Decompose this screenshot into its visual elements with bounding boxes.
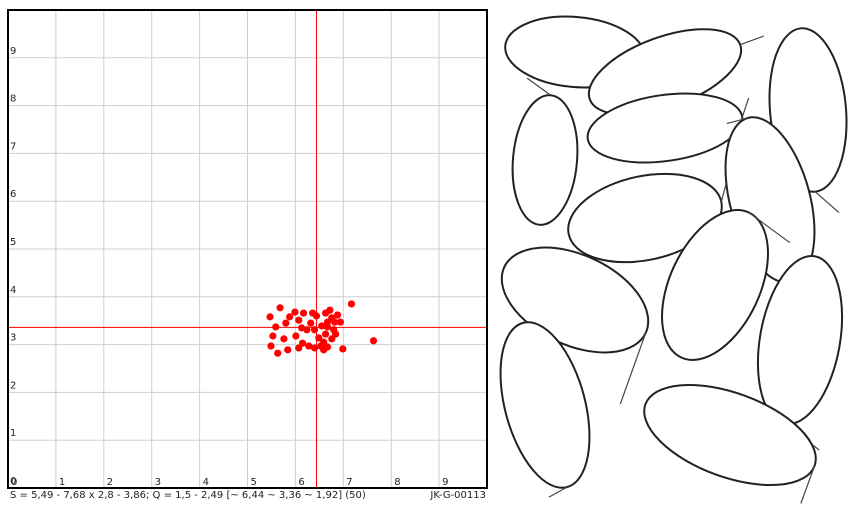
data-point	[284, 346, 292, 354]
data-point	[336, 318, 345, 326]
data-point	[298, 339, 307, 347]
caption: S = 5,49 - 7,68 x 2,8 - 3,86; Q = 1,5 - …	[10, 490, 366, 501]
data-point	[310, 326, 319, 334]
y-tick-label: 6	[10, 189, 16, 200]
x-tick-label: 8	[394, 477, 400, 488]
data-point	[305, 342, 313, 350]
data-point	[332, 330, 340, 338]
data-point	[274, 349, 282, 357]
seed-illustration	[499, 15, 848, 504]
data-point	[295, 344, 303, 352]
data-point	[276, 304, 284, 312]
y-tick-label: 0	[10, 476, 16, 487]
y-tick-label: 8	[10, 94, 16, 105]
y-tick-label: 3	[10, 333, 16, 344]
x-tick-label: 3	[155, 477, 161, 488]
x-tick-label: 0	[11, 477, 17, 488]
data-point	[347, 300, 356, 308]
y-tick-label: 9	[10, 46, 16, 57]
data-point	[266, 313, 274, 321]
data-point	[310, 344, 319, 352]
data-point	[339, 345, 347, 353]
data-point	[321, 330, 330, 338]
x-tick-label: 2	[107, 477, 113, 488]
specimen-code: JK-G-00113	[429, 490, 486, 501]
data-point	[333, 311, 342, 319]
y-tick-label: 7	[10, 141, 16, 152]
data-point	[312, 312, 321, 320]
data-point	[326, 306, 334, 314]
data-point	[292, 332, 300, 340]
plot-frame	[7, 9, 488, 489]
data-point	[369, 337, 378, 345]
data-point	[318, 322, 326, 330]
data-point	[291, 308, 299, 316]
data-point	[272, 323, 280, 331]
x-tick-label: 9	[442, 477, 448, 488]
data-point	[307, 319, 315, 327]
data-point	[282, 319, 290, 327]
data-point	[328, 335, 336, 343]
x-tick-label: 7	[346, 477, 352, 488]
data-point	[331, 318, 339, 326]
x-tick-label: 1	[59, 477, 65, 488]
data-point	[303, 326, 311, 334]
data-point	[320, 346, 328, 354]
data-point	[320, 338, 328, 346]
data-point	[295, 316, 303, 324]
y-tick-label: 5	[10, 237, 16, 248]
y-tick-label: 1	[10, 428, 16, 439]
x-tick-label: 6	[298, 477, 304, 488]
x-tick-label: 4	[203, 477, 209, 488]
data-point	[267, 342, 275, 350]
y-tick-label: 4	[10, 285, 16, 296]
data-point	[280, 335, 288, 343]
data-point	[286, 313, 294, 321]
x-tick-label: 5	[251, 477, 257, 488]
data-point	[269, 332, 277, 340]
y-tick-label: 2	[10, 380, 16, 391]
data-point	[299, 309, 308, 317]
data-point	[315, 334, 323, 342]
data-point	[323, 323, 332, 331]
